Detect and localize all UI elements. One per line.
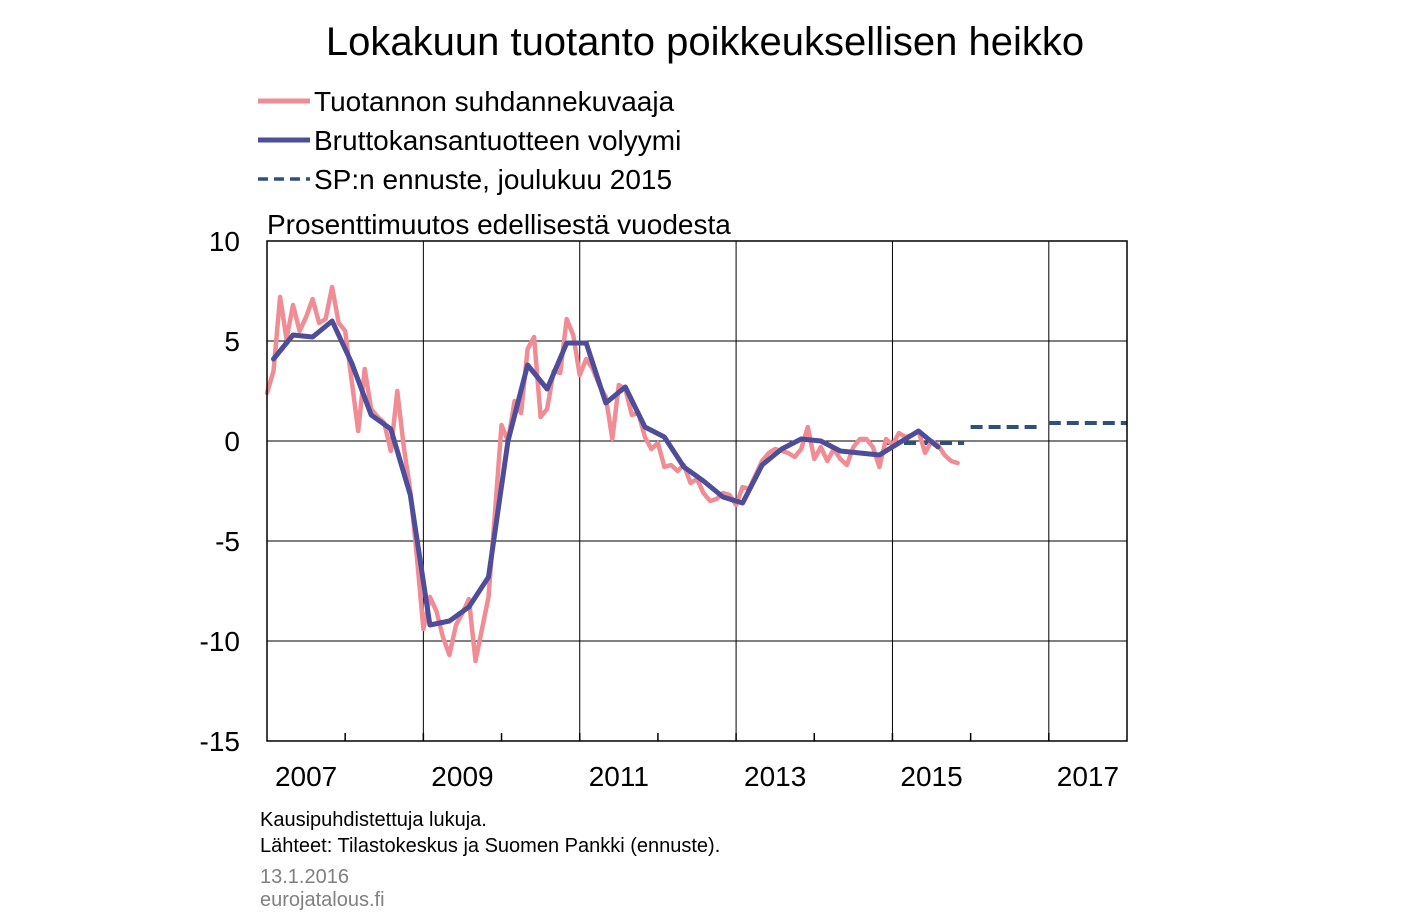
series-layer [264,284,1127,664]
x-tick-label: 2007 [275,761,337,792]
note-seasonally-adjusted: Kausipuhdistettuja lukuja. [260,809,487,831]
legend-item-production-indicator: Tuotannon suhdannekuvaaja [258,86,675,117]
publication-date: 13.1.2016 [260,866,349,888]
y-tick-label: 10 [209,226,240,257]
legend-label: Tuotannon suhdannekuvaaja [314,86,675,117]
legend-item-forecast: SP:n ennuste, joulukuu 2015 [258,164,672,195]
legend-label: SP:n ennuste, joulukuu 2015 [314,164,672,195]
y-tick-label: 0 [224,426,240,457]
legend-label: Bruttokansantuotteen volyymi [314,125,681,156]
x-tick-label: 2017 [1057,761,1119,792]
y-tick-label: -5 [215,526,240,557]
y-axis-label: Prosenttimuutos edellisestä vuodesta [267,209,731,240]
y-tick-label: -10 [200,626,240,657]
production-indicator-line [264,284,960,664]
gridlines [267,241,1127,741]
x-axis-ticks: 2007 2009 2011 2013 2015 2017 [275,733,1119,792]
x-tick-label: 2009 [431,761,493,792]
y-tick-label: -15 [200,726,240,757]
y-axis-ticks: 10 5 0 -5 -10 -15 [200,226,240,757]
note-sources: Lähteet: Tilastokeskus ja Suomen Pankki … [260,835,720,857]
y-tick-label: 5 [224,326,240,357]
legend-item-gdp-volume: Bruttokansantuotteen volyymi [258,125,681,156]
x-tick-label: 2015 [900,761,962,792]
x-tick-label: 2011 [589,761,649,792]
chart-title: Lokakuun tuotanto poikkeuksellisen heikk… [326,20,1084,64]
legend: Tuotannon suhdannekuvaaja Bruttokansantuo… [258,86,681,195]
gdp-volume-line [271,318,941,628]
x-tick-label: 2013 [744,761,806,792]
plot-frame [266,240,1128,742]
site-name: eurojatalous.fi [260,889,385,911]
